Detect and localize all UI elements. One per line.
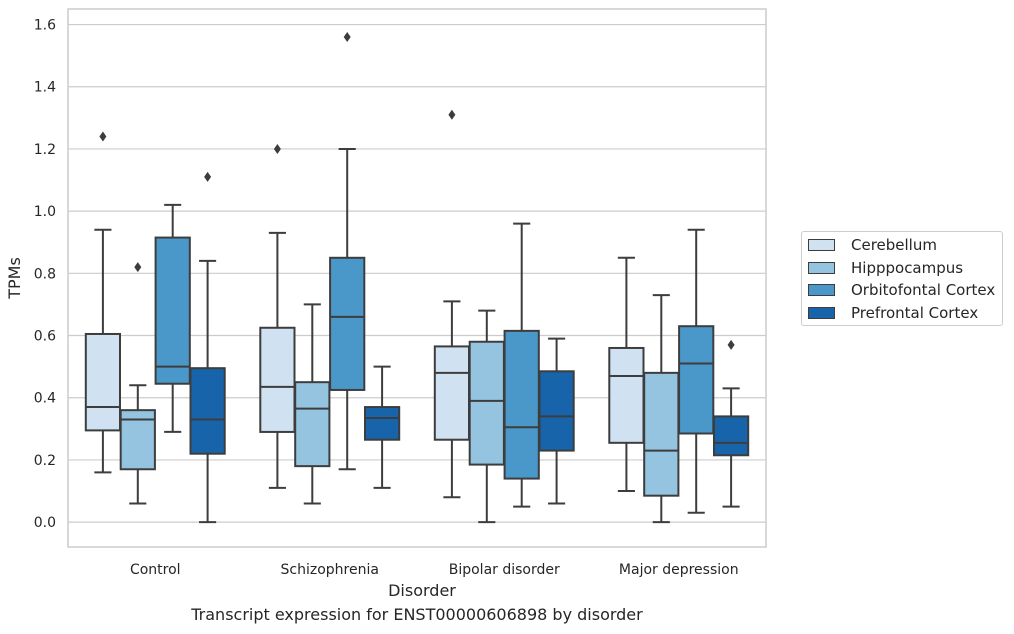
- y-tick-label: 1.0: [34, 204, 56, 220]
- box-1-1: [294, 303, 331, 505]
- legend-item-orbitofrontal-cortex: Orbitofontal Cortex: [808, 280, 995, 300]
- y-tick-label: 0.4: [34, 391, 56, 407]
- outlier-point: [99, 131, 107, 142]
- y-tick-label: 1.6: [34, 18, 56, 34]
- plot-frame: [67, 8, 767, 548]
- box-0-2: [154, 203, 191, 433]
- legend-label-hippocampus: Hipppocampus: [851, 259, 964, 277]
- legend-swatch-orbitofrontal-cortex: [808, 284, 835, 296]
- x-tick-labels: Control Schizophrenia Bipolar disorder Majo…: [130, 562, 739, 578]
- box-body: [294, 381, 331, 468]
- box-body: [643, 371, 680, 497]
- legend: Cerebellum Hipppocampus Orbitofontal Cor…: [801, 231, 1003, 326]
- box-0-0: [84, 131, 122, 474]
- box-body: [259, 326, 296, 433]
- legend-item-hippocampus: Hipppocampus: [808, 258, 963, 278]
- x-tick-label: Major depression: [619, 562, 739, 578]
- box-1-0: [259, 143, 296, 489]
- y-axis-label: TPMs: [5, 257, 24, 300]
- outlier-point: [134, 262, 142, 273]
- outlier-point: [273, 143, 281, 154]
- box-3-3: [712, 339, 750, 508]
- outlier-point: [727, 339, 735, 350]
- outlier-point: [343, 31, 351, 42]
- y-tick-labels: 0.0 0.2 0.4 0.6 0.8 1.0 1.2 1.4 1.6: [34, 18, 56, 532]
- box-body: [712, 415, 750, 457]
- box-body: [154, 236, 191, 385]
- legend-swatch-hippocampus: [808, 262, 835, 274]
- box-3-0: [608, 256, 645, 493]
- legend-label-cerebellum: Cerebellum: [851, 236, 937, 254]
- outlier-point: [448, 109, 456, 120]
- legend-swatch-cerebellum: [808, 239, 835, 251]
- box-body: [503, 329, 540, 480]
- y-tick-label: 0.2: [34, 453, 56, 469]
- box-2-2: [503, 222, 540, 508]
- box-3-2: [678, 228, 715, 514]
- box-body: [363, 406, 401, 441]
- box-1-3: [363, 365, 401, 489]
- box-layer: [84, 31, 750, 524]
- box-1-2: [329, 31, 366, 471]
- box-body: [329, 256, 366, 391]
- box-body: [84, 332, 122, 432]
- legend-label-prefrontal-cortex: Prefrontal Cortex: [851, 304, 979, 322]
- legend-swatch-prefrontal-cortex: [808, 307, 835, 319]
- box-3-1: [643, 294, 680, 524]
- x-axis-label: Disorder: [388, 581, 456, 600]
- box-body: [608, 346, 645, 444]
- figure-caption: Transcript expression for ENST0000060689…: [191, 605, 643, 624]
- y-tick-label: 1.2: [34, 142, 56, 158]
- outlier-point: [204, 171, 212, 182]
- y-tick-label: 0.0: [34, 515, 56, 531]
- x-tick-label: Schizophrenia: [281, 562, 379, 578]
- box-body: [538, 370, 575, 452]
- box-body: [468, 340, 505, 466]
- box-body: [189, 367, 226, 455]
- box-0-1: [119, 262, 156, 505]
- x-tick-label: Bipolar disorder: [449, 562, 560, 578]
- box-2-3: [538, 337, 575, 505]
- legend-item-prefrontal-cortex: Prefrontal Cortex: [808, 303, 978, 323]
- legend-item-cerebellum: Cerebellum: [808, 235, 937, 255]
- y-tick-label: 1.4: [34, 80, 56, 96]
- box-body: [678, 325, 715, 435]
- x-tick-label: Control: [130, 562, 181, 578]
- y-tick-label: 0.8: [34, 266, 56, 282]
- y-tick-label: 0.6: [34, 329, 56, 345]
- box-2-1: [468, 309, 505, 524]
- box-2-0: [433, 109, 471, 499]
- box-body: [433, 345, 471, 441]
- box-0-3: [189, 171, 226, 524]
- legend-label-orbitofrontal-cortex: Orbitofontal Cortex: [851, 281, 996, 299]
